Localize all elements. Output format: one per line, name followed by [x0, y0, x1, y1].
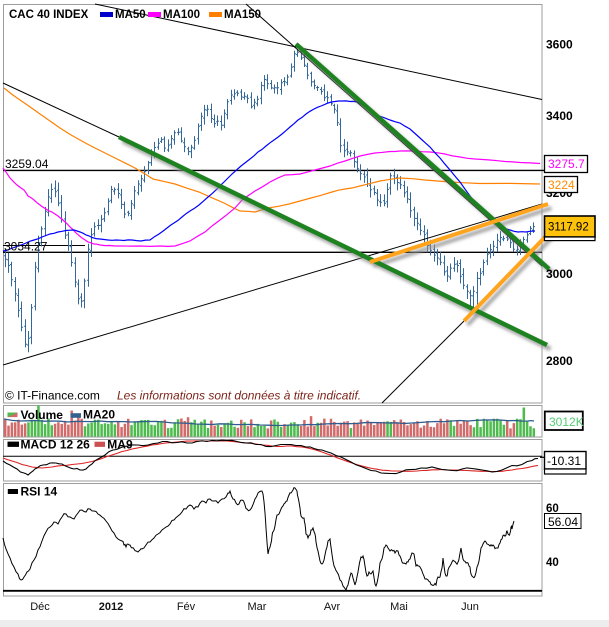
svg-text:2800: 2800 [546, 354, 573, 368]
svg-text:-10.31: -10.31 [547, 454, 581, 468]
svg-text:Fév: Fév [177, 601, 196, 613]
svg-text:Volume: Volume [21, 408, 64, 422]
svg-text:3259.04: 3259.04 [5, 157, 49, 171]
svg-text:Mar: Mar [248, 601, 267, 613]
svg-text:40: 40 [546, 557, 559, 569]
svg-text:MACD 12 26: MACD 12 26 [21, 438, 91, 452]
svg-text:Les informations sont données: Les informations sont données à titre in… [117, 389, 361, 403]
svg-text:3012K: 3012K [549, 415, 584, 429]
svg-text:Jun: Jun [461, 601, 479, 613]
svg-text:Déc: Déc [30, 601, 50, 613]
svg-text:© IT-Finance.com: © IT-Finance.com [5, 389, 100, 403]
svg-text:Mai: Mai [390, 601, 408, 613]
svg-text:RSI 14: RSI 14 [21, 485, 58, 499]
svg-text:MA9: MA9 [107, 438, 133, 452]
svg-text:56.04: 56.04 [548, 515, 578, 529]
svg-text:3400: 3400 [546, 109, 573, 123]
svg-text:CAC 40 INDEX: CAC 40 INDEX [9, 9, 89, 21]
svg-text:3275.7: 3275.7 [548, 157, 585, 171]
svg-text:MA50: MA50 [115, 9, 146, 21]
svg-text:60: 60 [546, 503, 559, 515]
svg-text:3117.92: 3117.92 [548, 222, 589, 234]
svg-text:MA150: MA150 [224, 9, 261, 21]
svg-text:3224: 3224 [548, 178, 575, 192]
svg-text:Avr: Avr [324, 601, 341, 613]
svg-text:3600: 3600 [546, 38, 573, 52]
svg-text:2012: 2012 [99, 601, 123, 613]
svg-text:MA100: MA100 [163, 9, 200, 21]
svg-text:3000: 3000 [546, 267, 573, 281]
svg-text:3054.27: 3054.27 [4, 240, 48, 254]
svg-text:MA20: MA20 [83, 408, 115, 422]
